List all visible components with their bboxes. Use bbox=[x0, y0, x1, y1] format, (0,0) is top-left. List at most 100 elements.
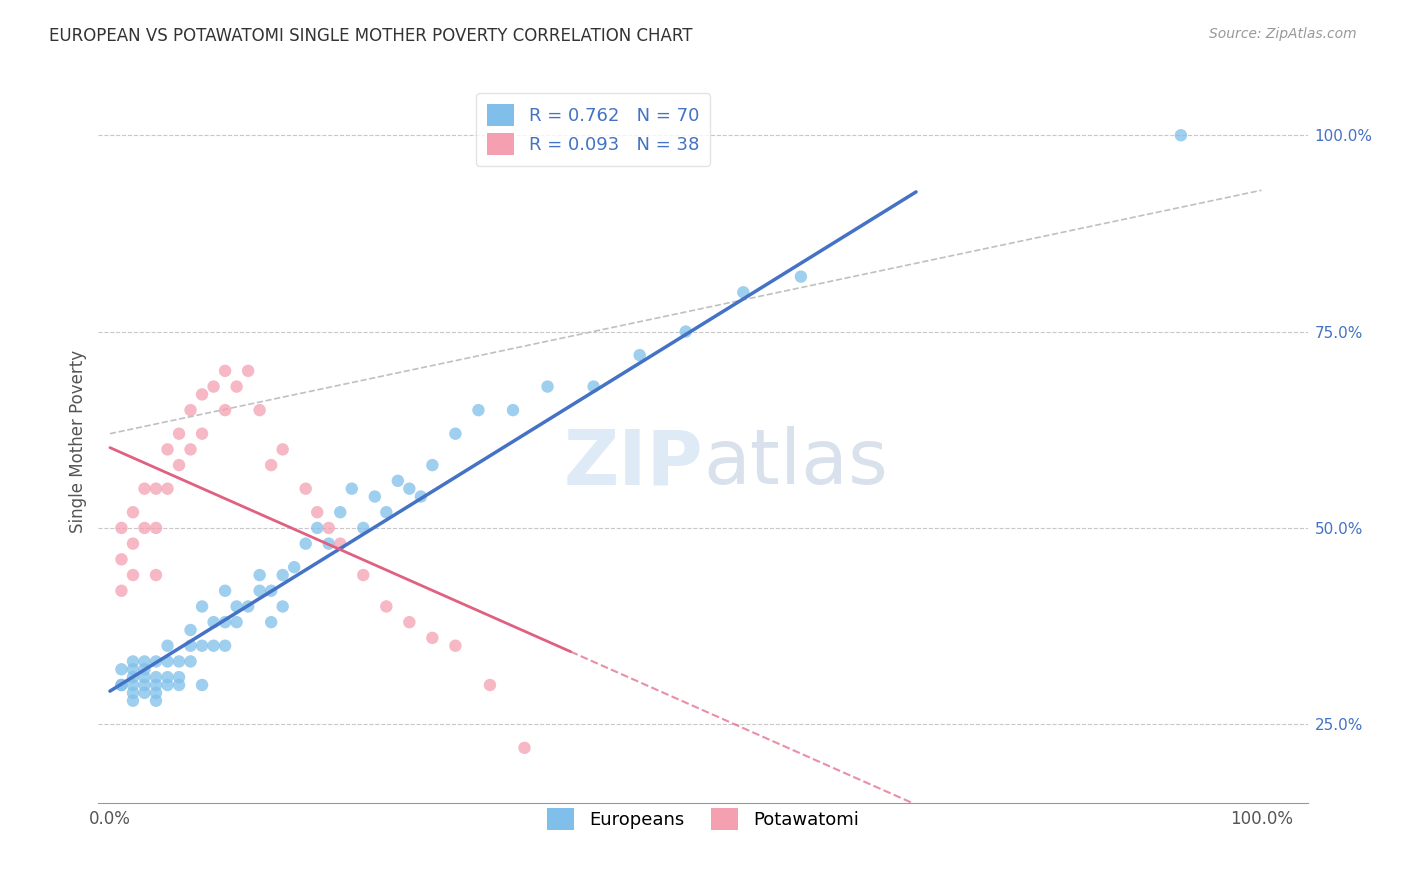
Point bbox=[444, 639, 467, 653]
Point bbox=[260, 615, 283, 630]
Point bbox=[156, 670, 179, 684]
Point bbox=[271, 568, 294, 582]
Point bbox=[249, 583, 271, 598]
Point bbox=[167, 458, 190, 472]
Point bbox=[191, 678, 214, 692]
Point bbox=[145, 655, 167, 669]
Point bbox=[122, 694, 145, 708]
Point bbox=[536, 379, 558, 393]
Point bbox=[214, 583, 236, 598]
Point bbox=[582, 379, 605, 393]
Point bbox=[398, 482, 420, 496]
Point bbox=[225, 615, 247, 630]
Point bbox=[249, 403, 271, 417]
Point bbox=[110, 552, 132, 566]
Point bbox=[191, 387, 214, 401]
Point bbox=[180, 623, 202, 637]
Text: Source: ZipAtlas.com: Source: ZipAtlas.com bbox=[1209, 27, 1357, 41]
Point bbox=[225, 379, 247, 393]
Point bbox=[352, 568, 374, 582]
Point bbox=[260, 458, 283, 472]
Point bbox=[422, 458, 444, 472]
Legend: Europeans, Potawatomi: Europeans, Potawatomi bbox=[540, 801, 866, 837]
Point bbox=[202, 639, 225, 653]
Point bbox=[409, 490, 432, 504]
Point bbox=[134, 521, 156, 535]
Point bbox=[122, 686, 145, 700]
Point bbox=[260, 583, 283, 598]
Point bbox=[145, 670, 167, 684]
Point bbox=[294, 536, 316, 550]
Point bbox=[122, 655, 145, 669]
Point bbox=[467, 403, 489, 417]
Point bbox=[214, 403, 236, 417]
Point bbox=[110, 662, 132, 676]
Point bbox=[340, 482, 363, 496]
Point bbox=[156, 655, 179, 669]
Point bbox=[478, 678, 501, 692]
Point bbox=[1170, 128, 1192, 143]
Point bbox=[733, 285, 755, 300]
Point bbox=[180, 403, 202, 417]
Y-axis label: Single Mother Poverty: Single Mother Poverty bbox=[69, 350, 87, 533]
Point bbox=[145, 694, 167, 708]
Point bbox=[307, 521, 329, 535]
Point bbox=[134, 662, 156, 676]
Point bbox=[214, 639, 236, 653]
Point bbox=[502, 403, 524, 417]
Point bbox=[167, 426, 190, 441]
Point bbox=[110, 678, 132, 692]
Point bbox=[167, 655, 190, 669]
Point bbox=[134, 670, 156, 684]
Point bbox=[214, 615, 236, 630]
Point bbox=[675, 325, 697, 339]
Point bbox=[145, 686, 167, 700]
Text: EUROPEAN VS POTAWATOMI SINGLE MOTHER POVERTY CORRELATION CHART: EUROPEAN VS POTAWATOMI SINGLE MOTHER POV… bbox=[49, 27, 693, 45]
Point bbox=[375, 505, 398, 519]
Point bbox=[294, 482, 316, 496]
Point bbox=[134, 482, 156, 496]
Point bbox=[180, 639, 202, 653]
Point bbox=[422, 631, 444, 645]
Point bbox=[156, 639, 179, 653]
Point bbox=[202, 379, 225, 393]
Point bbox=[329, 505, 352, 519]
Point bbox=[283, 560, 305, 574]
Point bbox=[249, 568, 271, 582]
Point bbox=[180, 655, 202, 669]
Point bbox=[318, 521, 340, 535]
Point bbox=[122, 670, 145, 684]
Point bbox=[110, 678, 132, 692]
Point bbox=[387, 474, 409, 488]
Point bbox=[352, 521, 374, 535]
Point bbox=[214, 364, 236, 378]
Point bbox=[236, 599, 259, 614]
Point bbox=[156, 442, 179, 457]
Point bbox=[318, 536, 340, 550]
Point bbox=[191, 426, 214, 441]
Point bbox=[122, 536, 145, 550]
Point bbox=[790, 269, 813, 284]
Point bbox=[398, 615, 420, 630]
Point bbox=[134, 686, 156, 700]
Point bbox=[122, 662, 145, 676]
Point bbox=[375, 599, 398, 614]
Point bbox=[167, 678, 190, 692]
Point bbox=[307, 505, 329, 519]
Point bbox=[271, 442, 294, 457]
Point bbox=[236, 364, 259, 378]
Point bbox=[145, 521, 167, 535]
Point bbox=[202, 615, 225, 630]
Point bbox=[271, 599, 294, 614]
Point bbox=[628, 348, 651, 362]
Point bbox=[180, 442, 202, 457]
Point bbox=[329, 536, 352, 550]
Point bbox=[134, 678, 156, 692]
Point bbox=[122, 505, 145, 519]
Point bbox=[513, 740, 536, 755]
Text: ZIP: ZIP bbox=[564, 426, 703, 500]
Point bbox=[364, 490, 387, 504]
Text: atlas: atlas bbox=[703, 426, 887, 500]
Point bbox=[134, 655, 156, 669]
Point bbox=[122, 568, 145, 582]
